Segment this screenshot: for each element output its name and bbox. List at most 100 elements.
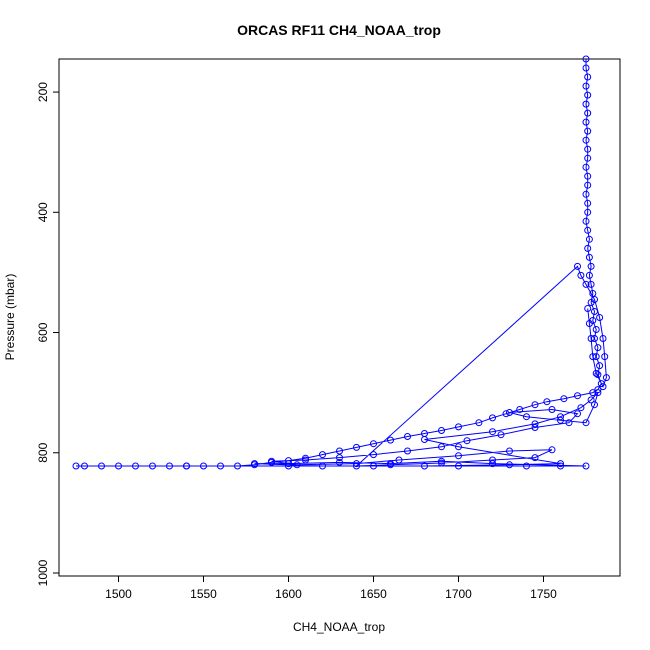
data-point <box>516 406 524 413</box>
data-point <box>489 428 496 436</box>
data-point <box>353 443 360 451</box>
data-point <box>149 462 156 470</box>
data-point <box>531 420 539 428</box>
data-point <box>557 460 564 468</box>
x-tick-label: 1650 <box>360 587 387 601</box>
data-point <box>577 271 585 279</box>
data-point <box>438 459 445 467</box>
x-axis-label: CH4_NOAA_trop <box>293 620 385 634</box>
data-point <box>557 416 564 424</box>
data-point <box>421 462 428 470</box>
data-point <box>293 461 301 469</box>
data-point <box>584 145 592 153</box>
data-point <box>584 91 592 99</box>
data-point <box>404 447 411 455</box>
data-point <box>582 190 590 198</box>
data-point <box>370 440 377 448</box>
data-point <box>475 419 483 427</box>
data-point <box>455 423 462 431</box>
data-point <box>584 305 592 312</box>
y-tick-label: 400 <box>36 202 50 222</box>
data-point <box>115 462 122 470</box>
data-point <box>602 374 610 382</box>
data-point <box>594 344 602 352</box>
x-tick-label: 1750 <box>530 587 557 601</box>
data-point <box>584 181 592 189</box>
data-point <box>582 136 590 144</box>
data-point <box>585 320 593 327</box>
data-point <box>81 462 88 470</box>
data-point <box>592 326 600 333</box>
data-point <box>489 414 496 422</box>
x-tick-label: 1550 <box>190 587 217 601</box>
data-point <box>582 100 590 108</box>
data-point <box>523 462 530 470</box>
data-point <box>582 217 590 225</box>
data-point <box>497 431 505 439</box>
data-point <box>438 427 445 434</box>
data-point <box>353 462 360 470</box>
y-tick-label: 800 <box>36 442 50 462</box>
data-point <box>592 353 600 361</box>
data-point <box>531 424 539 431</box>
data-point <box>584 154 592 162</box>
data-point <box>166 462 173 470</box>
data-point <box>587 335 595 342</box>
data-point <box>285 460 292 468</box>
data-point <box>589 389 597 397</box>
x-axis: 1500 1550 1600 1650 1700 1750 <box>105 576 557 601</box>
data-point <box>285 462 292 470</box>
data-point <box>596 314 604 321</box>
data-point <box>582 462 590 470</box>
data-point <box>548 406 556 413</box>
data-point <box>455 452 462 460</box>
data-point <box>582 118 590 126</box>
x-tick-label: 1700 <box>445 587 472 601</box>
data-point <box>523 413 530 421</box>
data-point <box>455 462 462 470</box>
y-tick-label: 600 <box>36 322 50 342</box>
data-point <box>336 447 343 455</box>
data-point <box>582 280 590 288</box>
data-point <box>543 398 551 406</box>
data-point <box>599 383 607 391</box>
data-point <box>574 410 581 418</box>
data-point <box>319 451 326 459</box>
data-point <box>183 462 190 470</box>
data-point <box>319 462 326 470</box>
data-point <box>591 401 598 409</box>
chart-title: ORCAS RF11 CH4_NOAA_trop <box>237 22 441 38</box>
series-line <box>76 59 607 467</box>
data-point <box>557 462 564 470</box>
data-point <box>601 353 609 361</box>
data-point <box>584 199 592 207</box>
data-point <box>594 389 602 397</box>
data-point <box>584 244 592 252</box>
data-point <box>285 457 292 465</box>
data-point <box>585 253 593 261</box>
y-axis: 200 400 600 800 1000 <box>36 82 59 586</box>
data-point <box>591 335 598 342</box>
data-point <box>387 436 394 444</box>
data-point <box>584 127 592 135</box>
data-point <box>336 458 343 466</box>
data-point <box>574 392 581 400</box>
data-point <box>72 462 80 470</box>
data-point <box>387 461 394 469</box>
data-point <box>596 362 604 370</box>
data-point <box>463 437 471 445</box>
data-point <box>489 460 496 468</box>
data-point <box>577 404 585 412</box>
data-point <box>404 433 411 440</box>
data-point <box>592 369 600 377</box>
data-point <box>591 308 598 315</box>
data-point <box>587 262 595 270</box>
data-point <box>421 436 428 443</box>
data-point <box>584 73 592 81</box>
data-points <box>72 55 610 470</box>
data-point <box>574 262 581 270</box>
data-point <box>585 235 593 243</box>
data-point <box>395 456 403 464</box>
data-point <box>582 82 590 90</box>
